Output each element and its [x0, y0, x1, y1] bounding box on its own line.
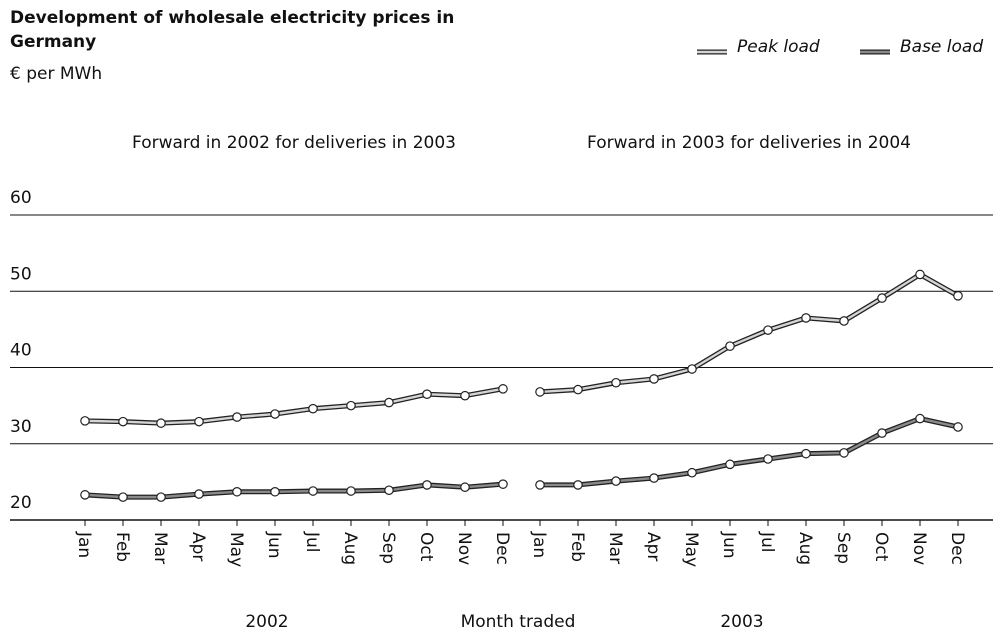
- marker: [687, 364, 697, 374]
- x-tick-label: May: [681, 532, 701, 567]
- marker: [384, 397, 394, 408]
- marker: [422, 389, 432, 399]
- marker: [308, 403, 318, 414]
- panel-title: Forward in 2002 for deliveries in 2003: [132, 133, 456, 153]
- x-tick-label: Jun: [719, 531, 739, 559]
- marker: [725, 459, 735, 470]
- x-tick-label: Oct: [871, 532, 891, 562]
- y-tick-label: 50: [10, 264, 32, 284]
- x-tick-label: Dec: [947, 532, 967, 565]
- x-tick-label: Jul: [757, 531, 777, 553]
- x-tick-label: Aug: [340, 532, 360, 565]
- x-tick-label: Mar: [605, 532, 625, 564]
- marker: [80, 416, 90, 426]
- marker: [422, 480, 432, 490]
- marker: [194, 416, 204, 427]
- series-line: [539, 271, 960, 395]
- marker: [953, 422, 963, 432]
- marker: [80, 490, 90, 500]
- marker: [270, 409, 280, 419]
- marker: [194, 489, 204, 499]
- line-fill: [539, 273, 959, 394]
- marker: [839, 316, 849, 326]
- legend-label: Base load: [900, 37, 983, 57]
- x-tick-label: Oct: [416, 532, 436, 562]
- marker: [915, 269, 925, 280]
- x-tick-label: Dec: [492, 532, 512, 565]
- line-fill: [540, 417, 959, 487]
- marker: [156, 492, 166, 502]
- marker: [763, 454, 773, 464]
- marker: [573, 384, 583, 395]
- marker: [801, 448, 811, 459]
- chart-subtitle: € per MWh: [10, 64, 103, 84]
- series-line: [540, 416, 959, 488]
- panel-title: Forward in 2003 for deliveries in 2004: [587, 133, 911, 153]
- marker: [877, 428, 887, 438]
- x-tick-label: Apr: [188, 532, 208, 561]
- marker: [308, 486, 318, 496]
- line-outline: [539, 271, 960, 395]
- marker: [687, 467, 697, 478]
- marker: [877, 293, 887, 303]
- marker: [725, 341, 735, 351]
- marker: [801, 313, 811, 323]
- marker: [611, 476, 621, 486]
- marker: [346, 400, 356, 411]
- x-tick-label: Aug: [795, 532, 815, 565]
- marker: [118, 416, 128, 427]
- y-tick-label: 60: [10, 188, 32, 208]
- x-tick-label: Mar: [150, 532, 170, 564]
- marker: [611, 377, 621, 388]
- marker: [460, 482, 470, 493]
- marker: [346, 486, 356, 496]
- y-tick-label: 40: [10, 341, 32, 361]
- x-tick-label: Jan: [529, 531, 549, 558]
- x-tick-label: Jan: [74, 531, 94, 558]
- x-tick-label: Jul: [302, 531, 322, 553]
- marker: [498, 479, 508, 489]
- x-tick-label: Feb: [112, 532, 132, 562]
- legend-label: Peak load: [737, 37, 820, 57]
- x-tick-label: May: [226, 532, 246, 567]
- y-tick-label: 30: [10, 417, 32, 437]
- marker: [118, 492, 128, 502]
- x-tick-label: Sep: [378, 532, 398, 564]
- x-tick-label: Feb: [567, 532, 587, 562]
- marker: [953, 291, 963, 301]
- marker: [915, 413, 925, 424]
- x-tick-label: Sep: [833, 532, 853, 564]
- marker: [649, 374, 659, 384]
- marker: [232, 412, 242, 422]
- series-line: [84, 386, 504, 426]
- marker: [460, 390, 470, 401]
- marker: [839, 448, 849, 458]
- x-tick-label: Nov: [909, 532, 929, 565]
- x-tick-label: Nov: [454, 532, 474, 565]
- series-line: [84, 481, 504, 500]
- x-tick-label: Apr: [643, 532, 663, 561]
- year-label: 2003: [720, 612, 763, 632]
- marker: [649, 473, 659, 483]
- line-fill: [84, 387, 504, 425]
- marker: [498, 384, 508, 394]
- line-fill: [84, 482, 504, 499]
- marker: [270, 486, 280, 497]
- chart-title: Development of wholesale electricity pri…: [10, 8, 455, 52]
- marker: [232, 486, 242, 497]
- x-axis-label: Month traded: [461, 612, 576, 632]
- marker: [384, 485, 394, 496]
- year-label: 2002: [245, 612, 288, 632]
- x-tick-label: Jun: [264, 531, 284, 559]
- marker: [156, 418, 166, 428]
- marker: [535, 480, 545, 490]
- marker: [573, 480, 583, 490]
- marker: [535, 387, 545, 397]
- y-tick-label: 20: [10, 493, 32, 513]
- marker: [763, 325, 773, 335]
